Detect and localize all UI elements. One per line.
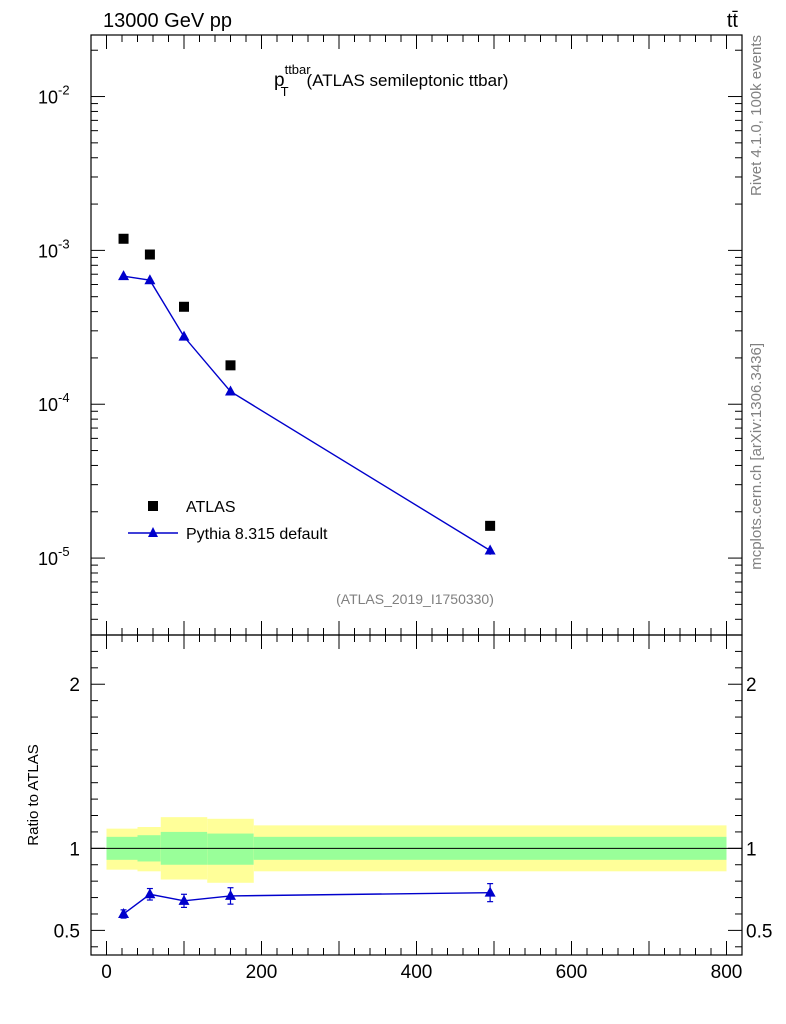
ratio-y-tick-label-right: 0.5 — [746, 921, 772, 942]
x-tick-label: 400 — [401, 962, 433, 983]
x-tick-label: 0 — [101, 962, 112, 983]
atlas-point — [118, 233, 129, 244]
x-tick-label: 800 — [711, 962, 743, 983]
ratio-panel: 0.5 0.5 1 1 2 2 0 200 400 600 800 Ratio to ATLAS — [25, 634, 773, 983]
tick-exponent: -3 — [58, 236, 70, 251]
ratio-pythia-point — [484, 886, 496, 897]
tick-base: 10 — [38, 88, 58, 108]
plot-title: pttbar T (ATLAS semileptonic ttbar) — [274, 62, 508, 99]
x-tick-label: 200 — [246, 962, 278, 983]
ratio-y-tick-label-right: 2 — [746, 675, 757, 696]
atlas-point — [485, 520, 496, 531]
ratio-uncertainty-bands — [106, 817, 727, 883]
tick-exponent: -2 — [58, 83, 70, 98]
main-y-tick-labels: 10-210-310-410-5 — [38, 83, 70, 570]
ratio-pythia-line — [123, 891, 491, 915]
title-main: p — [274, 70, 285, 91]
x-tick-label: 600 — [556, 962, 588, 983]
tick-exponent: -5 — [58, 544, 70, 559]
atlas-point — [225, 360, 236, 371]
tick-base: 10 — [38, 241, 58, 261]
main-panel: 10-210-310-410-5 pttbar T(ATLAS semilepto… — [38, 34, 743, 636]
mcplots-label: mcplots.cern.ch [arXiv:1306.3436] — [748, 343, 765, 570]
title-subscript: T — [281, 84, 289, 99]
band-inner — [207, 833, 254, 865]
ratio-pythia-point — [144, 888, 156, 899]
ratio-y-tick-label-left: 1 — [69, 839, 80, 860]
ratio-pythia-point — [225, 889, 236, 900]
pythia-point — [144, 274, 156, 285]
energy-label: 13000 GeV pp — [103, 10, 232, 32]
ratio-y-tick-labels: 0.5 0.5 1 1 2 2 — [54, 675, 773, 942]
tick-base: 10 — [38, 549, 58, 569]
legend-label-atlas: ATLAS — [186, 499, 236, 516]
analysis-label: (ATLAS_2019_I1750330) — [336, 591, 494, 607]
pythia-point — [178, 330, 190, 341]
main-y-tick-label: 10-4 — [38, 390, 70, 415]
rivet-version-label: Rivet 4.1.0, 100k events — [748, 35, 765, 196]
main-frame — [90, 34, 743, 636]
atlas-point — [144, 249, 155, 260]
legend-label-pythia: Pythia 8.315 default — [186, 526, 328, 543]
tick-exponent: -4 — [58, 390, 70, 405]
ratio-frame — [90, 634, 743, 956]
legend: ATLAS Pythia 8.315 default — [128, 499, 328, 543]
pythia-point — [484, 544, 496, 555]
ratio-y-tick-label-left: 2 — [69, 675, 80, 696]
x-tick-labels: 0 200 400 600 800 — [101, 962, 742, 983]
process-label: tt̄ — [727, 10, 739, 32]
title-superscript: ttbar — [285, 62, 312, 77]
ratio-y-tick-label-left: 0.5 — [54, 921, 80, 942]
ratio-series — [118, 883, 496, 919]
pythia-point — [118, 270, 130, 281]
main-axis-ticks — [91, 35, 742, 635]
tick-base: 10 — [38, 395, 58, 415]
title-rest: (ATLAS semileptonic ttbar) — [307, 71, 509, 90]
main-y-tick-label: 10-5 — [38, 544, 70, 569]
ratio-pythia-point — [118, 907, 130, 918]
pythia-point — [225, 385, 236, 396]
legend-marker-atlas — [148, 501, 158, 511]
pythia-line — [123, 275, 491, 552]
ratio-y-axis-label: Ratio to ATLAS — [25, 744, 42, 845]
ratio-axis-ticks — [91, 634, 742, 955]
main-y-tick-label: 10-2 — [38, 83, 70, 108]
ratio-y-tick-label-right: 1 — [746, 839, 757, 860]
ratio-pythia-point — [178, 894, 190, 905]
main-series — [118, 233, 496, 555]
atlas-point — [179, 301, 189, 312]
legend-marker-pythia — [148, 527, 158, 537]
main-y-tick-label: 10-3 — [38, 236, 70, 261]
